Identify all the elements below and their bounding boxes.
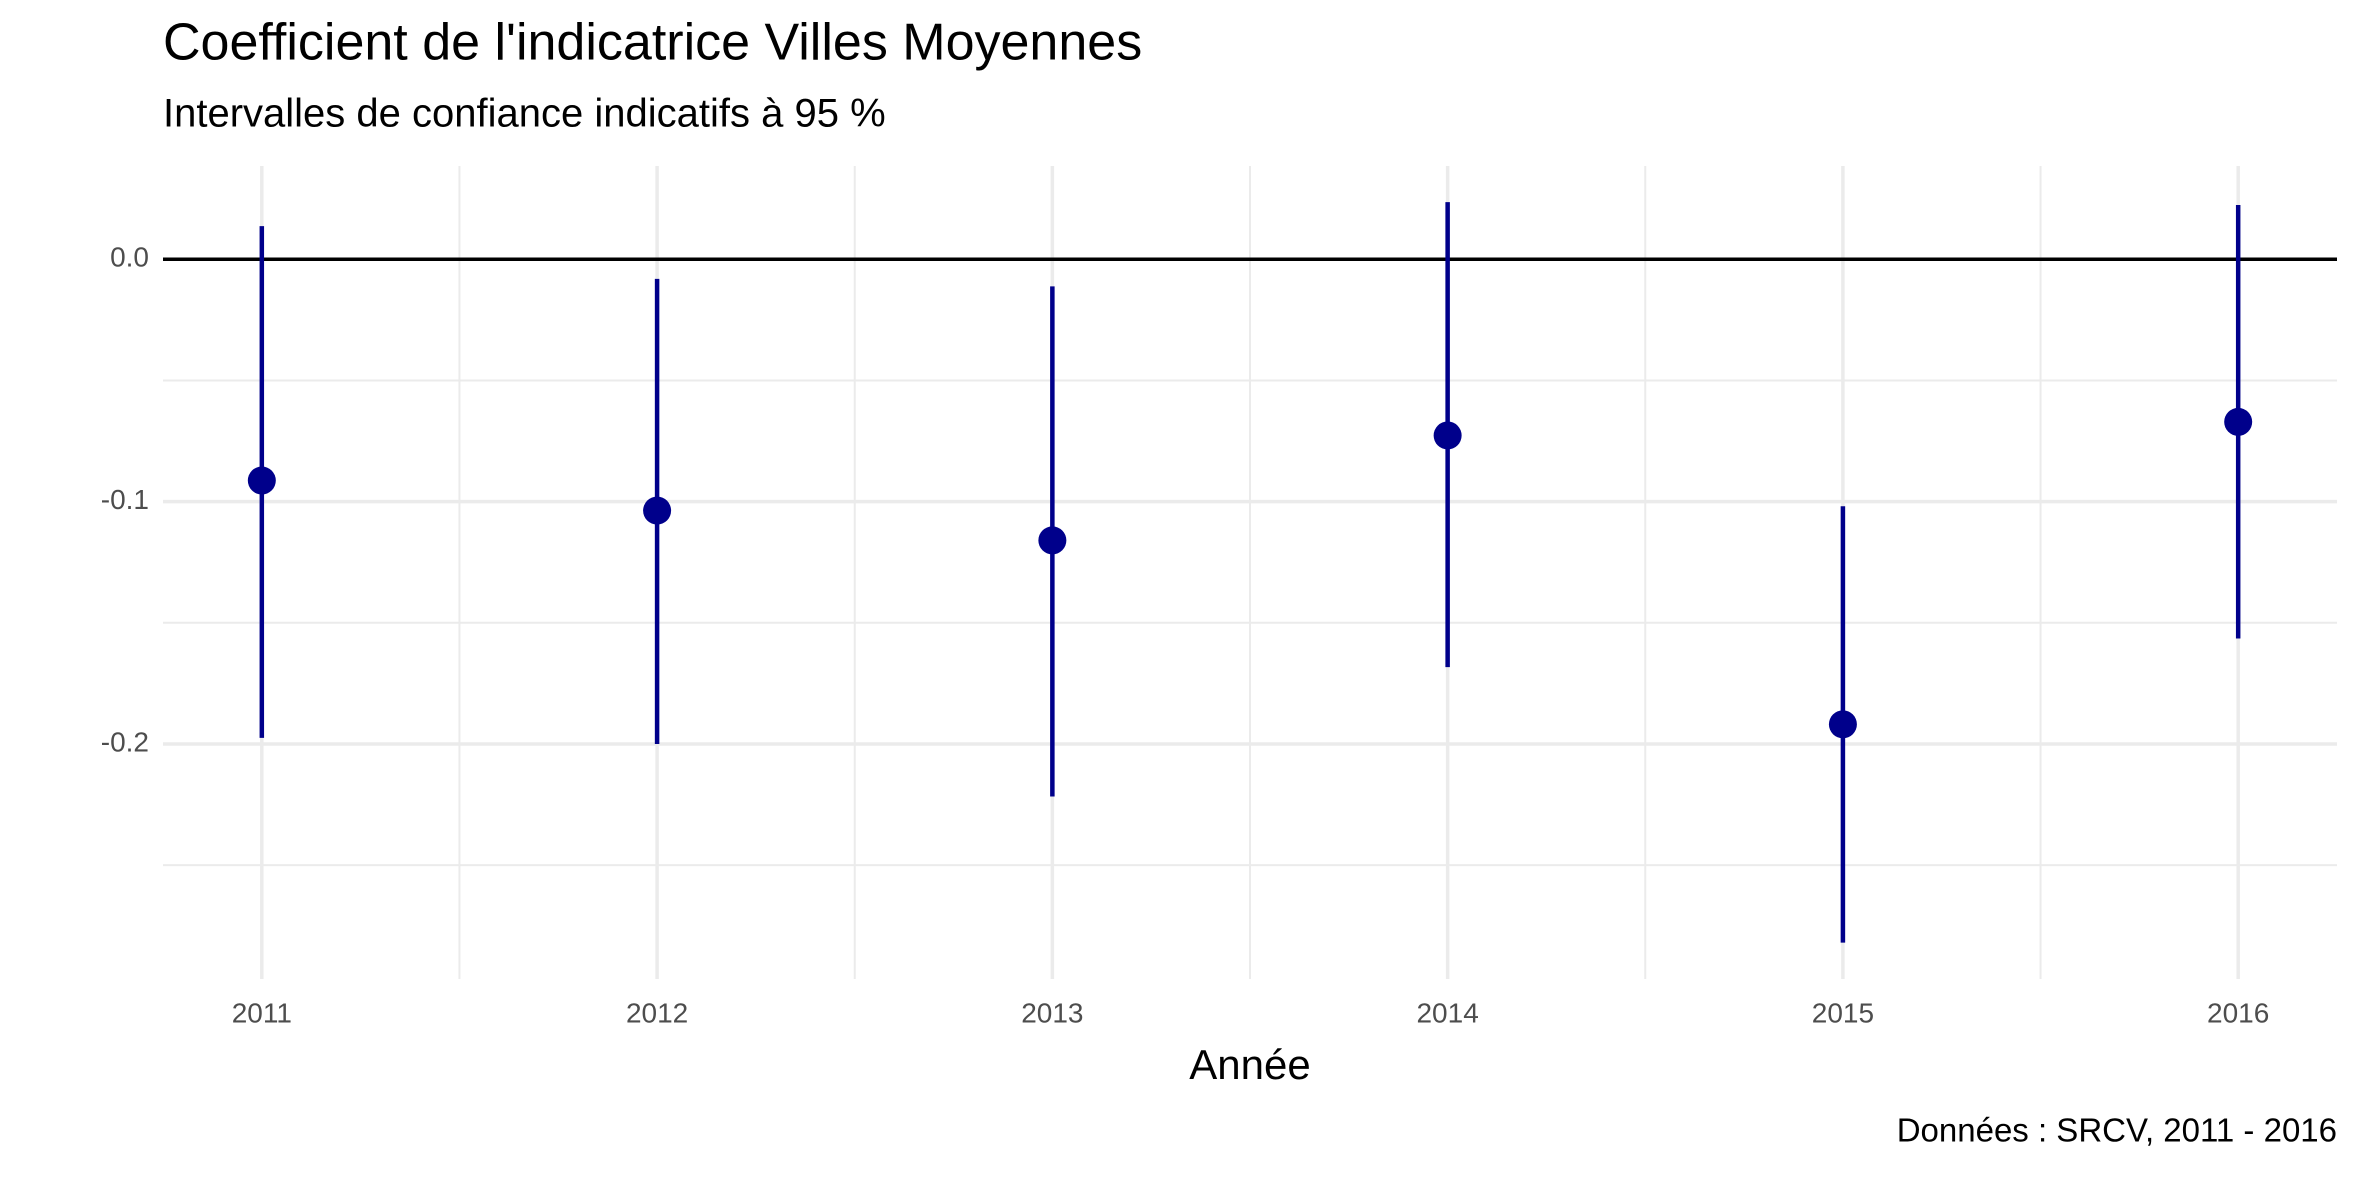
x-tick-label: 2011 bbox=[232, 997, 292, 1028]
y-tick-label: -0.2 bbox=[101, 726, 149, 757]
x-tick-label: 2012 bbox=[626, 997, 688, 1028]
point bbox=[1038, 526, 1067, 555]
caption: Données : SRCV, 2011 - 2016 bbox=[1897, 1112, 2337, 1149]
chart-subtitle: Intervalles de confiance indicatifs à 95… bbox=[163, 92, 886, 136]
point bbox=[247, 466, 276, 495]
x-tick-label: 2015 bbox=[1812, 997, 1874, 1028]
point bbox=[643, 496, 672, 525]
point bbox=[1433, 421, 1462, 450]
x-tick-label: 2016 bbox=[2207, 997, 2269, 1028]
y-tick-label: -0.1 bbox=[101, 484, 149, 515]
x-tick-label: 2013 bbox=[1021, 997, 1083, 1028]
chart-title: Coefficient de l'indicatrice Villes Moye… bbox=[163, 14, 1142, 72]
y-tick-label: 0.0 bbox=[110, 242, 149, 273]
point bbox=[1828, 710, 1857, 739]
point bbox=[2224, 407, 2253, 436]
x-tick-label: 2014 bbox=[1416, 997, 1478, 1028]
x-axis-label: Année bbox=[1189, 1041, 1310, 1088]
